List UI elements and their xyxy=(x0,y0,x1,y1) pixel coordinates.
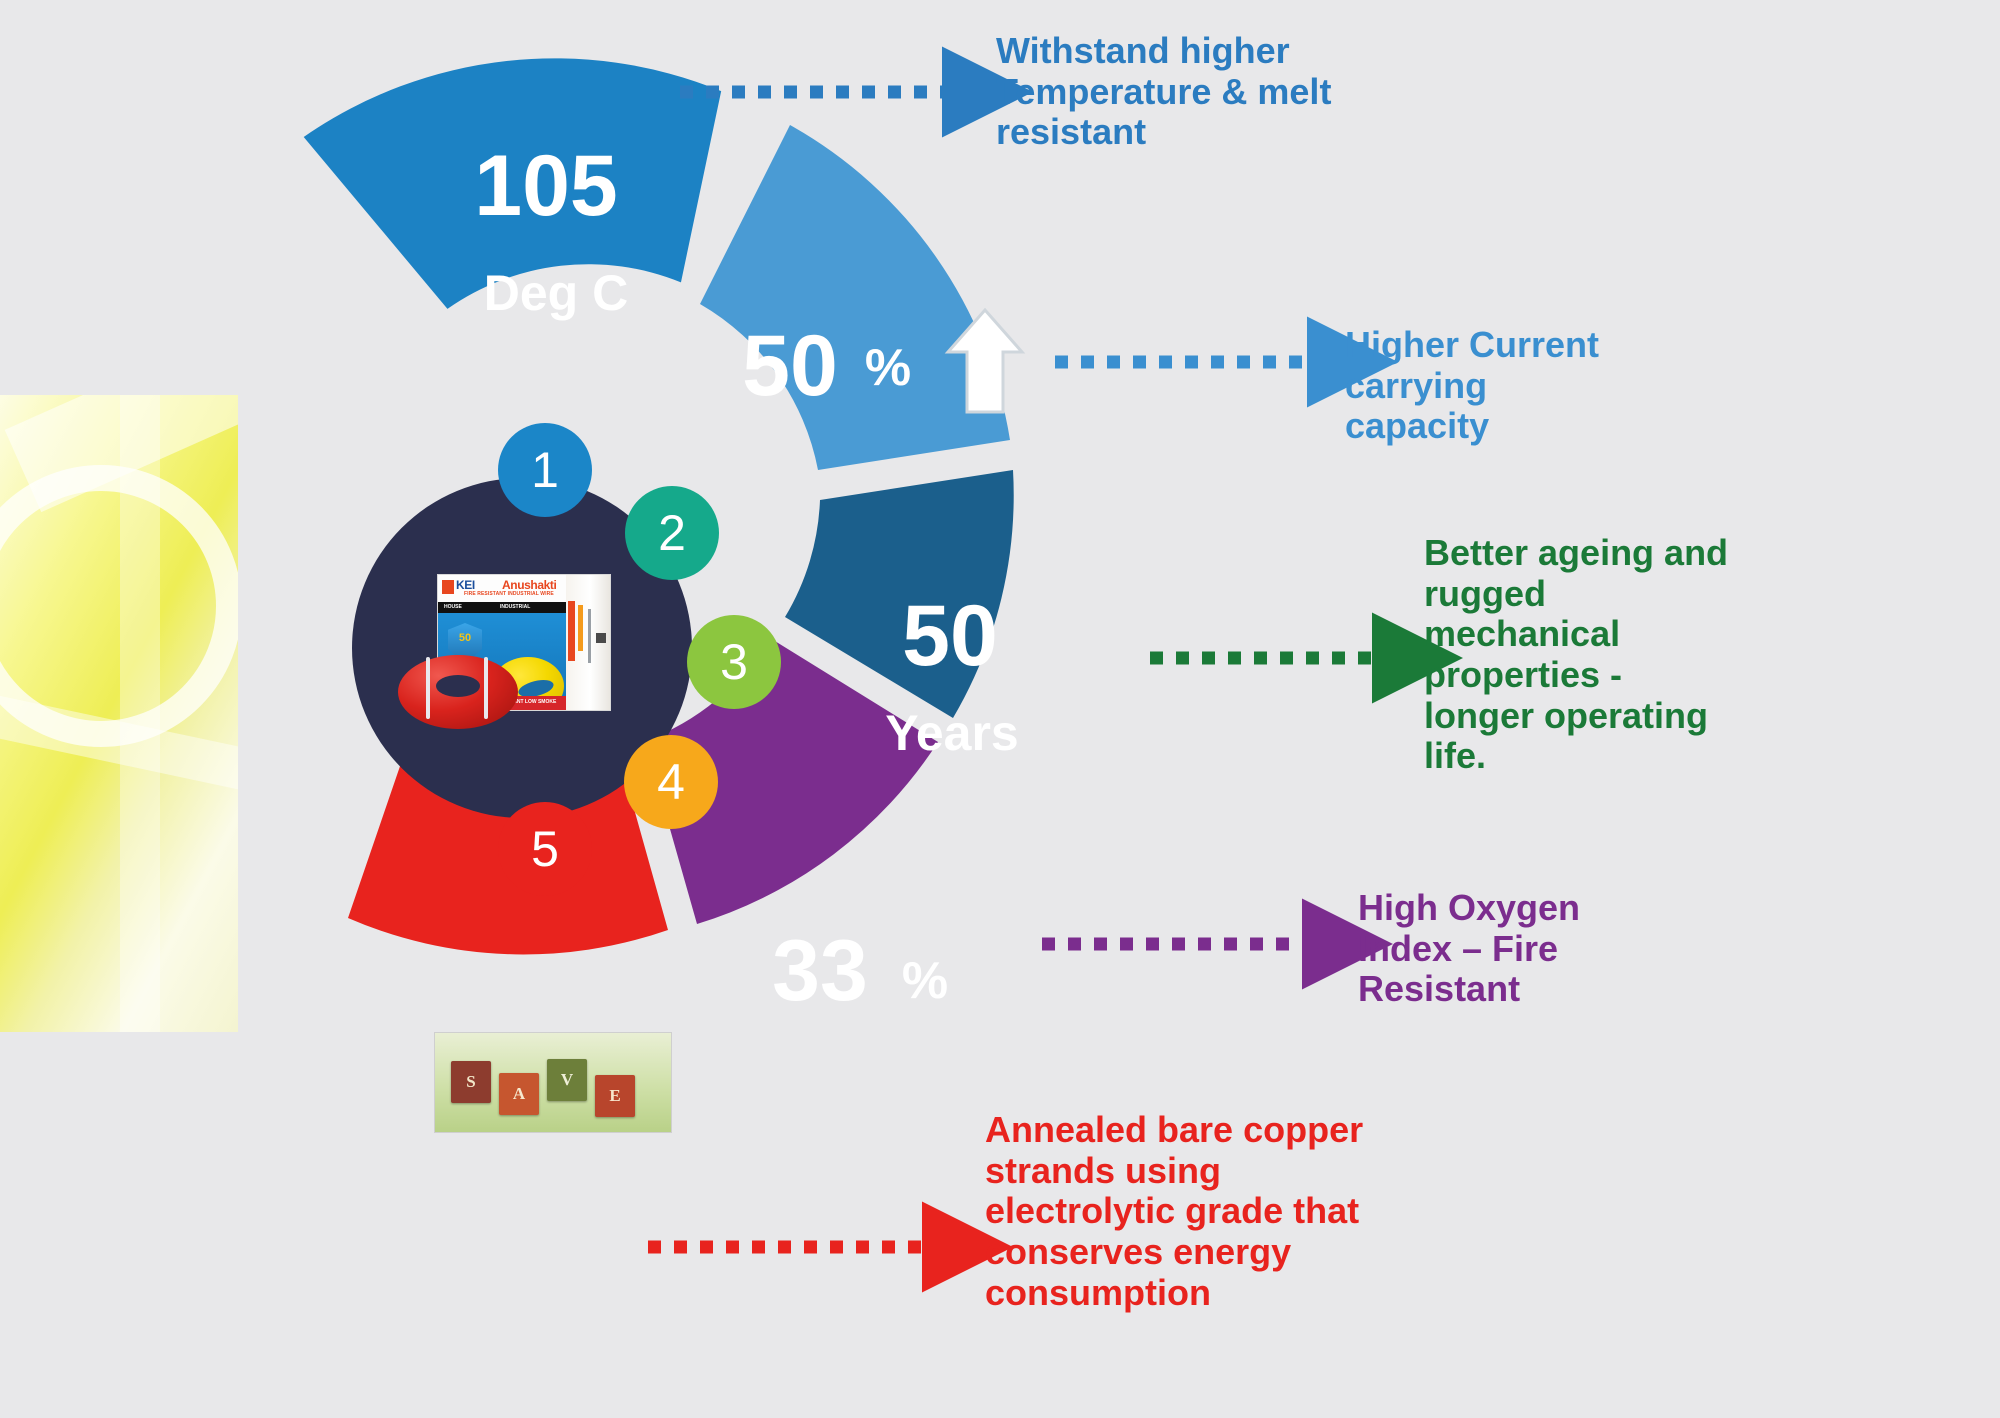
save-letter-2: V xyxy=(560,1070,574,1089)
callout-text-1: Withstand higher Temperature & melt resi… xyxy=(996,30,1426,153)
callout-1-line-2: resistant xyxy=(996,111,1147,153)
callout-5-line-2: electrolytic grade that xyxy=(985,1190,1360,1232)
callout-text-5: Annealed bare copper strands using elect… xyxy=(985,1109,1455,1313)
callout-2-line-2: capacity xyxy=(1345,405,1490,447)
badge-3-label: 3 xyxy=(720,634,748,690)
decorative-background-photo xyxy=(0,395,238,1032)
callout-text-2: Higher Current carrying capacity xyxy=(1345,324,1725,447)
product-brand: KEI xyxy=(456,578,475,592)
segment-50-percent[interactable] xyxy=(700,125,1010,470)
badge-1[interactable]: 1 xyxy=(498,423,592,517)
callout-3-line-0: Better ageing and xyxy=(1424,532,1729,573)
callout-2-line-0: Higher Current xyxy=(1345,324,1600,365)
callout-3-line-2: mechanical xyxy=(1424,613,1621,655)
segment-105-deg-c[interactable] xyxy=(298,39,741,322)
save-blocks-photo: S A V E xyxy=(434,1032,672,1133)
product-brand-second: Anushakti xyxy=(502,578,557,592)
badge-3[interactable]: 3 xyxy=(687,615,781,709)
badge-5[interactable]: 5 xyxy=(498,802,592,896)
callout-3-line-4: longer operating xyxy=(1424,694,1709,736)
badge-1-label: 1 xyxy=(531,442,559,498)
segment-4-value: 33 xyxy=(772,923,868,1019)
segment-3-unit: Years xyxy=(885,705,1018,761)
callout-text-4: High Oxygen Index – Fire Resistant xyxy=(1358,887,1738,1010)
segment-2-unit: % xyxy=(865,339,911,397)
callout-5-line-4: consumption xyxy=(985,1271,1211,1313)
callout-text-3: Better ageing and rugged mechanical prop… xyxy=(1424,532,1824,777)
save-letter-0: S xyxy=(466,1072,476,1091)
segment-3-value: 50 xyxy=(902,588,998,684)
badge-4[interactable]: 4 xyxy=(624,735,718,829)
badge-5-label: 5 xyxy=(531,821,559,877)
segment-1-unit: Deg C xyxy=(484,265,628,321)
product-footer-text: FIRE RETARDANT LOW SMOKE xyxy=(480,699,557,705)
segment-2-value: 50 xyxy=(742,318,838,414)
badge-2-label: 2 xyxy=(658,505,686,561)
callout-1-line-0: Withstand higher xyxy=(996,30,1290,71)
segment-50-years[interactable] xyxy=(785,470,1014,718)
segment-33-percent[interactable] xyxy=(645,638,938,924)
product-bar-right: INDUSTRIAL xyxy=(500,604,531,610)
save-letter-3: E xyxy=(609,1086,621,1105)
callout-5-line-0: Annealed bare copper xyxy=(985,1109,1364,1150)
save-letter-1: A xyxy=(512,1084,526,1103)
badge-4-label: 4 xyxy=(657,754,685,810)
callout-3-line-3: properties - xyxy=(1424,654,1623,696)
callout-1-line-1: Temperature & melt xyxy=(996,70,1332,112)
red-wire-coil-photo xyxy=(398,655,518,739)
callout-3-line-5: life. xyxy=(1424,735,1487,777)
up-arrow-icon xyxy=(944,307,1026,414)
callout-4-line-1: Index – Fire xyxy=(1358,927,1559,969)
callout-3-line-1: rugged xyxy=(1424,572,1546,614)
callout-4-line-2: Resistant xyxy=(1358,968,1521,1010)
callout-2-line-1: carrying xyxy=(1345,364,1488,406)
product-bar-left: HOUSE xyxy=(444,604,462,610)
product-shield-text: 50 xyxy=(458,632,472,644)
product-tagline: FIRE RESISTANT INDUSTRIAL WIRE xyxy=(464,591,554,597)
segment-4-unit: % xyxy=(902,952,948,1010)
callout-5-line-3: conserves energy xyxy=(985,1231,1292,1273)
callout-5-line-1: strands using xyxy=(985,1149,1222,1191)
badge-2[interactable]: 2 xyxy=(625,486,719,580)
callout-4-line-0: High Oxygen xyxy=(1358,887,1581,928)
segment-1-value: 105 xyxy=(474,138,618,234)
